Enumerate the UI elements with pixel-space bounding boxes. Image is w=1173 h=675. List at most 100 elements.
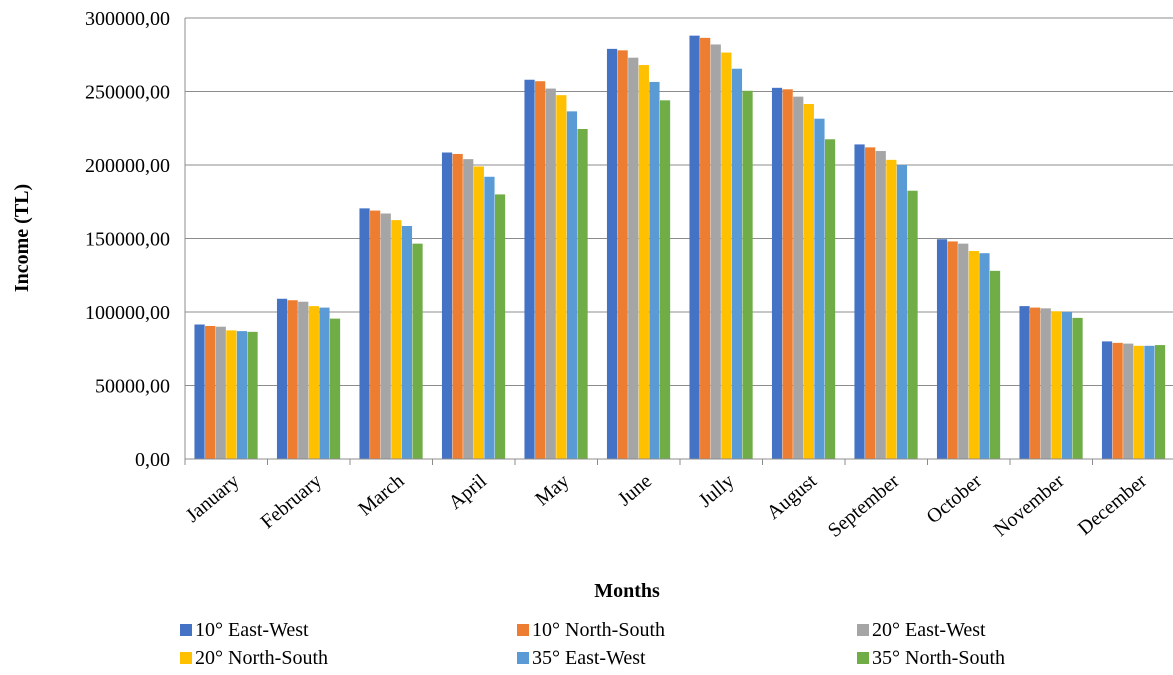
bar	[700, 37, 711, 459]
y-tick-labels: 0,00 50000,00 100000,00 150000,00 200000,00 2…	[85, 8, 170, 471]
bar	[710, 44, 721, 460]
x-tick-label: September	[824, 470, 904, 542]
bar	[577, 128, 588, 460]
bar	[824, 139, 836, 459]
axes	[184, 18, 1173, 465]
gridlines	[185, 17, 1173, 386]
bar	[1101, 341, 1113, 459]
x-tick-label: October	[922, 470, 986, 528]
bar	[473, 166, 484, 459]
bars	[194, 35, 1166, 460]
bar	[721, 52, 732, 460]
y-tick-label: 200000,00	[85, 155, 170, 177]
legend-swatch	[857, 624, 869, 636]
y-tick-label: 250000,00	[85, 82, 170, 104]
legend-item: 20° North-South	[180, 647, 328, 669]
bar	[463, 159, 474, 459]
legend-label: 35° North-South	[872, 647, 1005, 669]
bar	[452, 153, 463, 459]
bar	[329, 318, 341, 459]
x-tick-label: February	[257, 470, 326, 533]
bar	[1019, 306, 1030, 459]
x-tick-label: Jully	[695, 470, 739, 512]
bar	[247, 331, 258, 459]
bar	[638, 65, 649, 459]
legend-item: 35° East-West	[517, 647, 646, 669]
bar	[628, 57, 639, 459]
x-tick-labels: January February March April May June Jully Aug…	[182, 470, 1152, 542]
bar	[194, 324, 205, 459]
x-tick-label: December	[1074, 470, 1151, 540]
y-tick-label: 50000,00	[95, 376, 170, 398]
x-tick-label: August	[763, 470, 822, 524]
bar	[484, 176, 495, 459]
x-tick-label: January	[182, 470, 244, 527]
bar	[875, 151, 886, 459]
legend-swatch	[517, 624, 529, 636]
legend-label: 35° East-West	[532, 647, 646, 669]
bar	[401, 226, 413, 459]
bar	[617, 50, 628, 460]
bar	[814, 118, 825, 459]
y-tick-label: 0,00	[135, 449, 170, 471]
bar	[370, 210, 381, 459]
bar	[803, 103, 814, 460]
bar	[391, 220, 402, 459]
bar	[276, 298, 288, 459]
bar	[494, 194, 506, 459]
bar	[659, 100, 671, 459]
bar	[793, 96, 804, 460]
bar	[308, 306, 319, 459]
legend-item: 10° North-South	[517, 619, 665, 641]
bar	[524, 79, 535, 460]
legend: 10° East-West 10° North-South 20° East-Wes…	[180, 619, 1005, 669]
bar	[742, 90, 753, 459]
bar	[1030, 307, 1041, 459]
bar	[1154, 345, 1166, 459]
x-tick-label: April	[444, 470, 491, 514]
bar	[865, 147, 876, 460]
legend-swatch	[517, 652, 529, 664]
x-axis-title: Months	[594, 580, 660, 602]
bar	[545, 88, 556, 459]
bar	[896, 165, 908, 459]
bar	[205, 325, 216, 459]
bar	[968, 250, 979, 459]
y-tick-label: 300000,00	[85, 8, 170, 30]
legend-item: 35° North-South	[857, 647, 1005, 669]
bar	[989, 270, 1001, 459]
bar	[979, 253, 990, 459]
legend-label: 20° East-West	[872, 619, 986, 641]
y-axis-title: Income (TL)	[11, 184, 33, 292]
bar	[936, 239, 948, 459]
bar	[556, 95, 567, 460]
bar	[854, 144, 865, 460]
bar	[215, 326, 226, 459]
bar	[1072, 317, 1083, 459]
x-tick-label: May	[531, 470, 573, 510]
bar	[566, 111, 578, 459]
bar	[947, 241, 958, 459]
bar	[649, 81, 660, 459]
bar	[886, 159, 897, 460]
legend-swatch	[180, 624, 192, 636]
bar	[1144, 345, 1155, 459]
bar	[359, 208, 370, 459]
bar	[1133, 345, 1144, 459]
bar	[236, 331, 248, 459]
x-tick-label: March	[354, 470, 408, 520]
bar	[287, 300, 298, 459]
bar	[1040, 308, 1051, 459]
legend-swatch	[857, 652, 869, 664]
bar	[782, 89, 793, 460]
bar	[319, 307, 330, 459]
bar	[535, 81, 546, 460]
bar	[1061, 312, 1073, 459]
bar	[1051, 311, 1062, 459]
bar	[226, 330, 237, 459]
legend-label: 20° North-South	[195, 647, 328, 669]
bar	[689, 35, 700, 459]
bar	[606, 48, 618, 460]
